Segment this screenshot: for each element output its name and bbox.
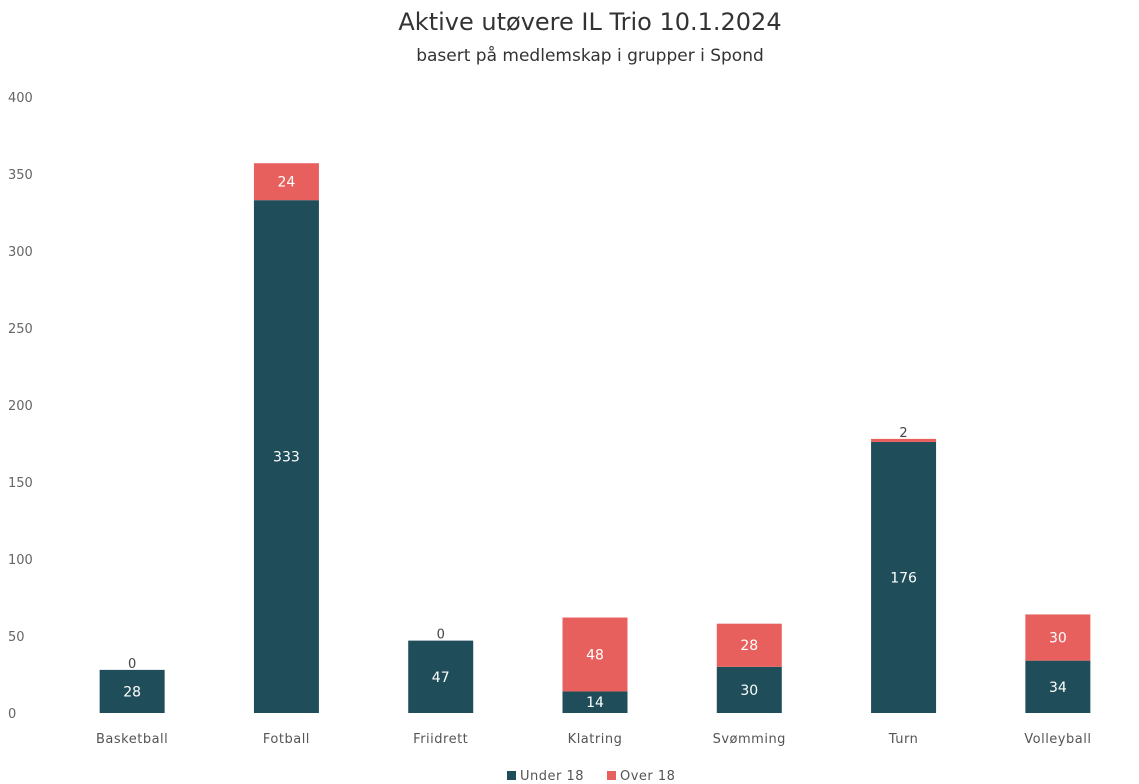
category-label: Klatring bbox=[568, 732, 623, 747]
data-label: 176 bbox=[890, 570, 917, 586]
y-tick-label: 0 bbox=[8, 707, 16, 722]
data-label: 30 bbox=[1049, 631, 1067, 647]
legend-label: Over 18 bbox=[620, 769, 675, 784]
data-label: 28 bbox=[123, 684, 141, 700]
bar-segment-over-18 bbox=[253, 163, 319, 201]
legend-swatch bbox=[607, 771, 616, 780]
category-label: Turn bbox=[888, 732, 919, 747]
data-label: 333 bbox=[273, 450, 300, 466]
legend: Under 18 Over 18 bbox=[507, 769, 675, 784]
y-tick-label: 200 bbox=[8, 399, 33, 414]
data-label: 0 bbox=[128, 657, 136, 672]
bar-segment-under-18 bbox=[562, 691, 628, 713]
y-tick-label: 300 bbox=[8, 245, 33, 260]
bar-segment-over-18 bbox=[716, 623, 782, 667]
data-label: 34 bbox=[1049, 680, 1067, 696]
y-tick-label: 100 bbox=[8, 553, 33, 568]
data-label: 24 bbox=[278, 175, 296, 191]
data-label: 14 bbox=[586, 695, 604, 711]
category-label: Fotball bbox=[263, 732, 310, 747]
data-label: 2 bbox=[899, 426, 907, 441]
category-label: Basketball bbox=[96, 732, 168, 747]
legend-label: Under 18 bbox=[520, 769, 584, 784]
chart-title: Aktive utøvere IL Trio 10.1.2024 bbox=[398, 8, 782, 36]
bar-segment-under-18 bbox=[253, 200, 319, 713]
y-tick-label: 400 bbox=[8, 91, 33, 106]
y-tick-label: 350 bbox=[8, 168, 33, 183]
legend-swatch bbox=[507, 771, 516, 780]
bar-segment-under-18 bbox=[408, 640, 474, 713]
bar-segment-under-18 bbox=[716, 666, 782, 713]
category-label: Svømming bbox=[713, 732, 786, 747]
y-tick-label: 150 bbox=[8, 476, 33, 491]
bars: 28 0 333 24 47 0 14 48 30 28 176 2 34 30 bbox=[99, 163, 1091, 713]
bar-segment-over-18 bbox=[562, 617, 628, 692]
y-tick-label: 250 bbox=[8, 322, 33, 337]
data-label: 48 bbox=[586, 647, 604, 663]
bar-segment-under-18 bbox=[871, 441, 937, 713]
y-tick-label: 50 bbox=[8, 630, 25, 645]
bar-segment-under-18 bbox=[1025, 660, 1091, 713]
bar-segment-under-18 bbox=[99, 669, 165, 713]
bar-segment-over-18 bbox=[1025, 614, 1091, 661]
chart-subtitle: basert på medlemskap i grupper i Spond bbox=[416, 46, 764, 66]
y-axis: 0 50 100 150 200 250 300 350 400 bbox=[8, 91, 33, 722]
data-label: 30 bbox=[740, 683, 758, 699]
category-labels: Basketball Fotball Friidrett Klatring Svømmi… bbox=[96, 732, 1091, 747]
category-label: Friidrett bbox=[413, 732, 468, 747]
data-label: 28 bbox=[740, 638, 758, 654]
bar-segment-over-18 bbox=[871, 438, 937, 442]
data-label: 0 bbox=[437, 628, 445, 643]
data-label: 47 bbox=[432, 670, 450, 686]
category-label: Volleyball bbox=[1024, 732, 1091, 747]
